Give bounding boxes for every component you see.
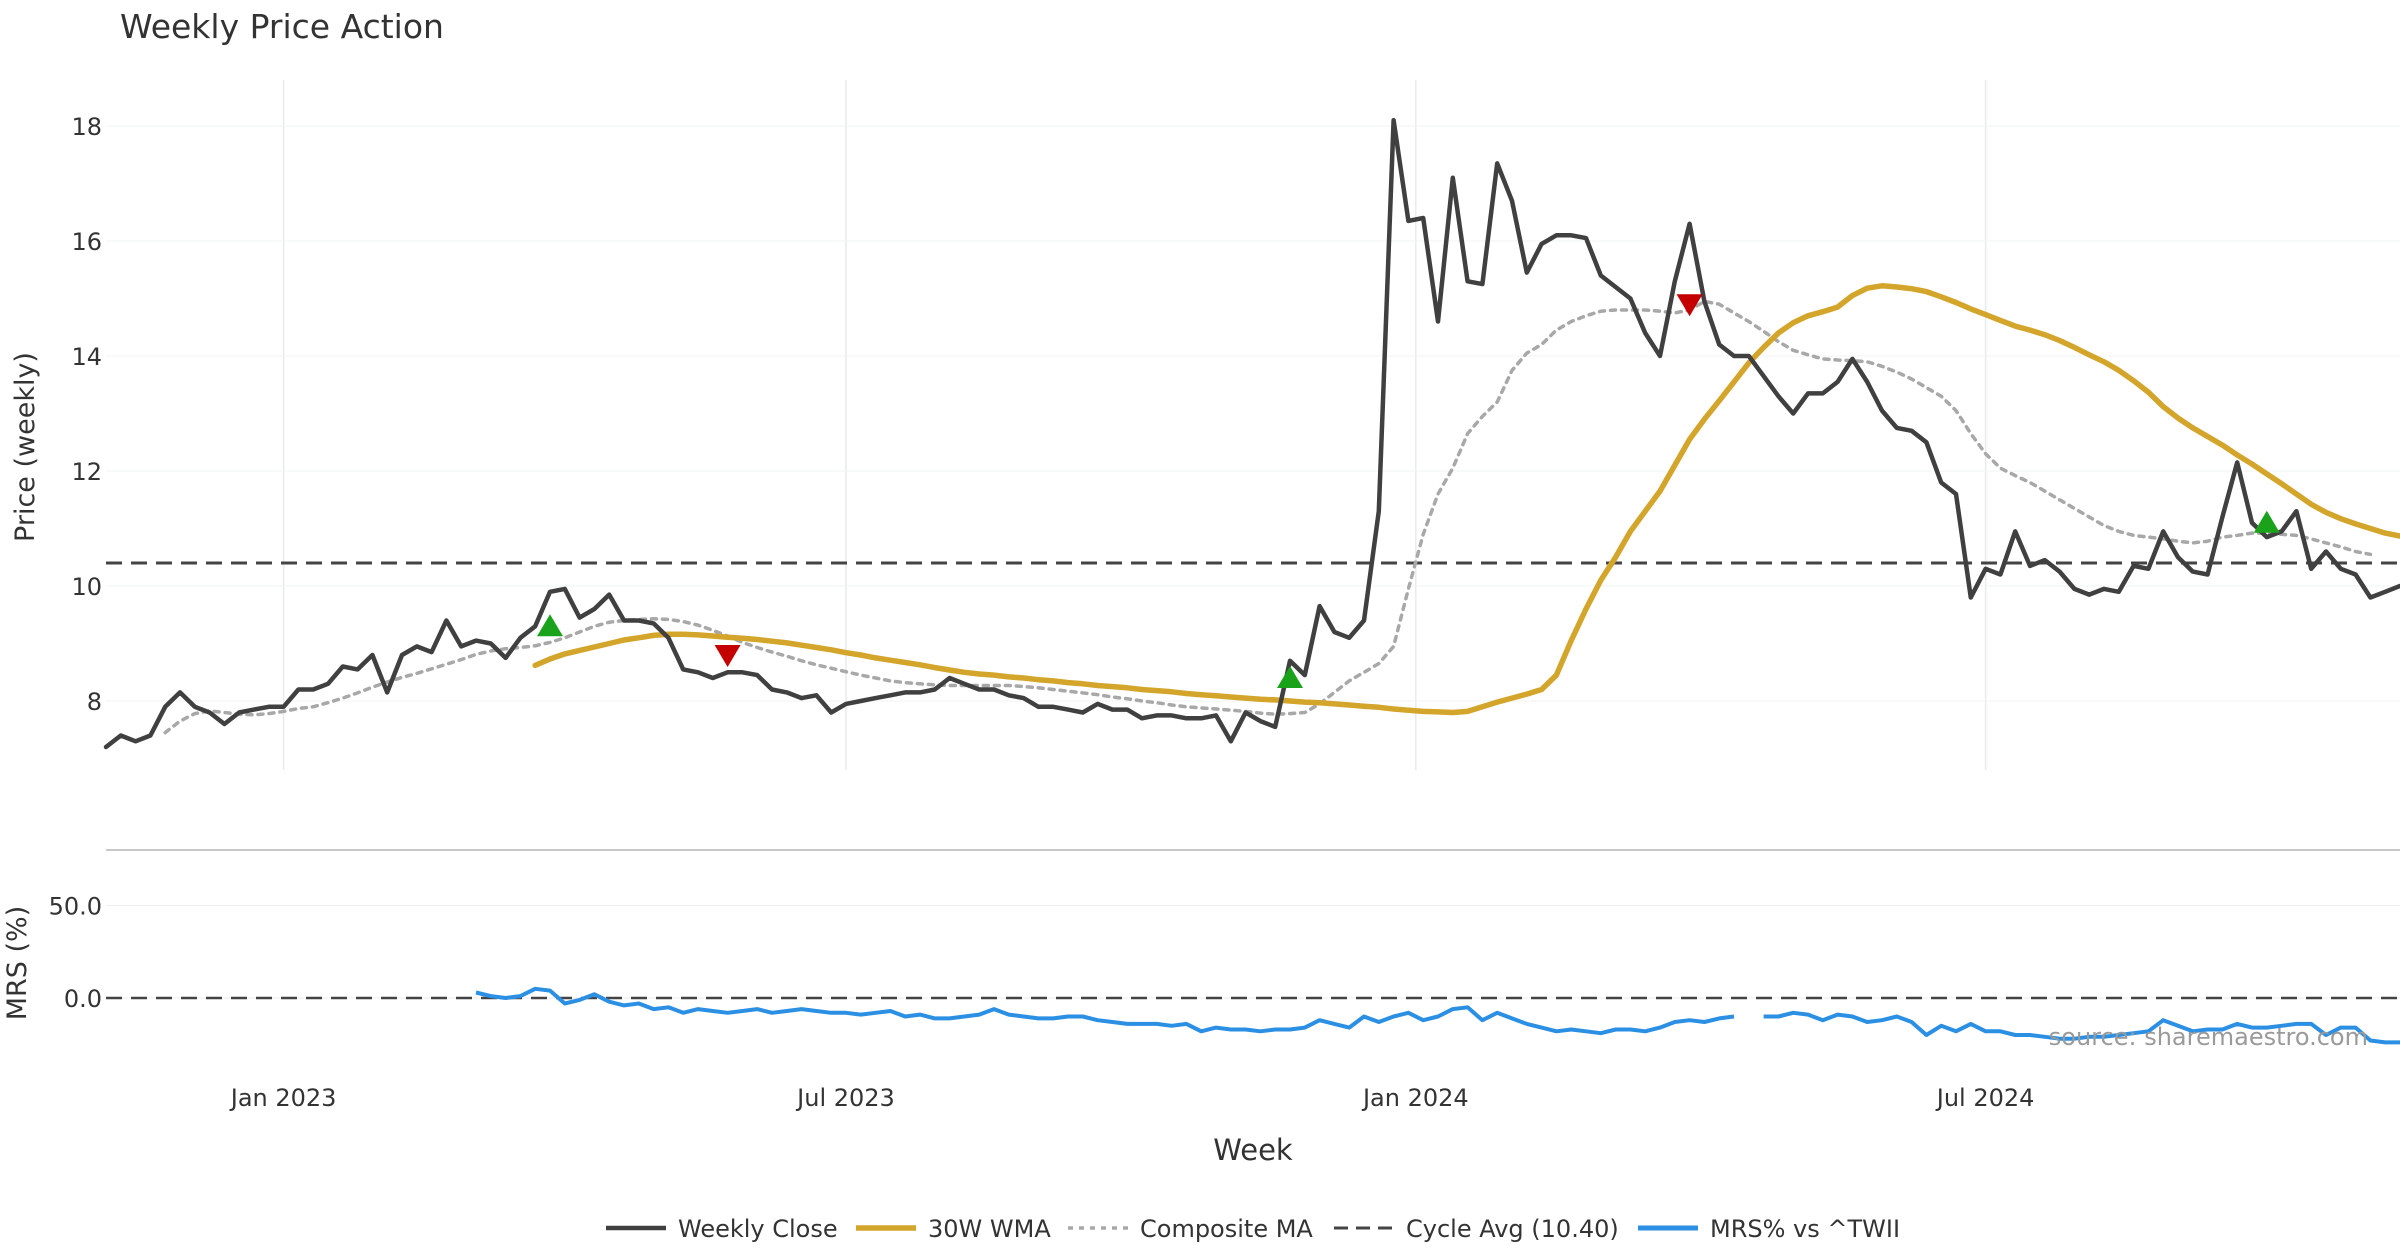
price-y-axis-label: Price (weekly) [10,352,41,542]
price-tick-label: 12 [71,458,102,486]
x-tick-label: Jan 2023 [229,1084,337,1112]
price-tick-label: 14 [71,343,102,371]
mrs-y-axis: 50.0 0.0 [49,893,102,1014]
legend-label: 30W WMA [928,1215,1051,1243]
weekly-close-line [103,117,2400,750]
price-tick-label: 18 [71,113,102,141]
mrs-tick-label: 0.0 [64,985,102,1013]
mrs-y-axis-label: MRS (%) [2,906,33,1021]
legend-label: Cycle Avg (10.40) [1406,1215,1619,1243]
sell-signal-marker [714,645,741,667]
source-note: source: sharemaestro.com [2049,1023,2368,1051]
buy-signal-marker [2253,510,2280,533]
mrs-tick-label: 50.0 [49,893,102,921]
legend-label: Weekly Close [678,1215,838,1243]
composite-ma-line [163,299,2373,735]
sell-signal-marker [1676,294,1703,317]
price-y-axis: 8 10 12 14 16 18 [71,113,102,716]
chart-title: Weekly Price Action [120,7,444,46]
x-tick-label: Jul 2024 [1935,1084,2035,1112]
x-axis-label: Week [1213,1133,1293,1167]
x-tick-label: Jan 2024 [1361,1084,1469,1112]
buy-signal-marker [1277,666,1303,688]
price-tick-label: 8 [87,688,102,716]
price-tick-label: 10 [71,573,102,601]
legend-label: Composite MA [1140,1215,1313,1243]
x-tick-label: Jul 2023 [795,1084,895,1112]
wma-30w-line [532,283,2400,716]
legend-label: MRS% vs ^TWII [1710,1215,1900,1243]
mrs-line [475,986,2400,1045]
grid-lines [106,80,2400,999]
series-lines [103,117,2400,1045]
legend: Weekly Close 30W WMA Composite MA Cycle Avg… [606,1215,1900,1243]
price-tick-label: 16 [71,228,102,256]
buy-signal-marker [537,614,563,637]
signal-markers [537,294,2280,688]
